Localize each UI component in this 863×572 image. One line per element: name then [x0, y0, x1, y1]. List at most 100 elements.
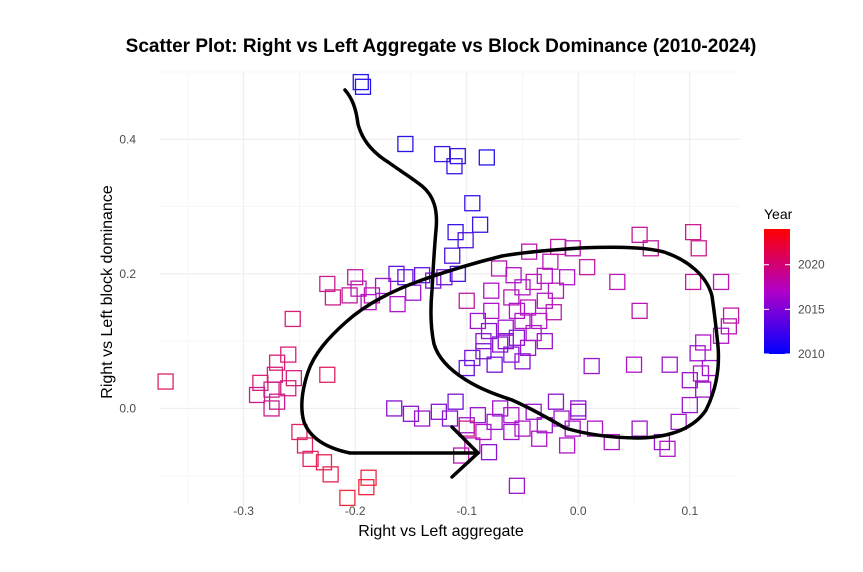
data-point: [547, 282, 565, 299]
data-point: [457, 232, 474, 249]
data-point: [263, 400, 280, 417]
data-point: [536, 332, 553, 350]
data-point: [322, 466, 339, 483]
data-point: [536, 267, 553, 285]
data-point: [458, 420, 475, 437]
data-point: [542, 253, 559, 270]
data-point: [446, 158, 463, 175]
data-point: [497, 332, 514, 350]
data-point: [285, 370, 302, 387]
y-axis-title: Right vs Left block dominance: [99, 185, 116, 399]
data-point: [388, 265, 405, 283]
data-point: [531, 312, 548, 330]
data-point: [690, 240, 707, 257]
data-point: [447, 393, 464, 410]
data-point: [302, 450, 319, 468]
data-point: [570, 400, 587, 417]
data-point: [413, 267, 431, 284]
data-point: [389, 295, 406, 313]
data-point: [358, 479, 375, 496]
data-point: [547, 393, 565, 410]
data-point: [492, 336, 509, 353]
data-point: [483, 282, 500, 299]
data-point: [284, 310, 301, 328]
data-point: [475, 332, 492, 350]
data-point: [296, 437, 314, 454]
data-point: [659, 440, 676, 457]
data-point: [579, 258, 596, 276]
data-point: [339, 489, 356, 507]
data-point: [514, 279, 531, 296]
data-point: [503, 289, 520, 306]
data-point: [558, 269, 576, 286]
y-tick-label: 0.2: [119, 267, 136, 281]
grid-lines: [160, 71, 740, 506]
chart-title: Scatter Plot: Right vs Left Aggregate vs…: [126, 36, 757, 57]
data-point: [531, 430, 548, 447]
color-legend: Year 2010 2015 2020: [764, 206, 825, 361]
data-point: [464, 195, 481, 212]
legend-tick-label: 2010: [798, 347, 825, 361]
data-point: [402, 405, 420, 422]
legend-ticks: 2010 2015 2020: [764, 258, 825, 361]
data-point: [625, 356, 643, 373]
data-point: [712, 273, 730, 291]
data-point: [505, 267, 522, 284]
data-point: [352, 73, 369, 91]
data-point: [157, 373, 174, 390]
data-point: [514, 312, 531, 330]
y-tick-label: 0.4: [119, 132, 136, 146]
data-point: [486, 413, 503, 431]
data-point: [483, 302, 500, 320]
data-point: [558, 437, 576, 454]
data-point: [701, 359, 719, 377]
data-point: [441, 410, 459, 427]
data-point: [536, 292, 553, 309]
data-point: [508, 477, 526, 494]
data-points: [157, 73, 740, 507]
x-axis-title: Right vs Left aggregate: [358, 523, 524, 540]
data-point: [583, 357, 600, 375]
data-point: [449, 147, 466, 165]
data-point: [324, 289, 342, 306]
data-point: [681, 396, 698, 414]
data-point: [319, 366, 336, 383]
data-point: [603, 433, 620, 451]
data-point: [478, 149, 495, 166]
data-point: [436, 269, 453, 286]
data-point: [405, 284, 422, 301]
data-point: [347, 269, 364, 286]
data-point: [280, 380, 297, 397]
data-point: [685, 273, 702, 291]
data-point: [469, 312, 487, 330]
data-point: [545, 304, 562, 321]
x-axis-ticks: -0.3 -0.2 -0.1 0.0 0.1: [233, 504, 698, 518]
data-point: [475, 343, 492, 360]
data-point: [525, 403, 542, 420]
data-point: [685, 223, 702, 241]
x-tick-label: 0.0: [570, 504, 587, 518]
data-point: [514, 353, 531, 370]
data-point: [631, 226, 648, 243]
x-tick-label: -0.1: [456, 504, 477, 518]
data-point: [689, 345, 706, 362]
data-point: [695, 381, 712, 398]
data-point: [519, 299, 537, 316]
data-point: [503, 407, 520, 424]
data-point: [386, 400, 403, 417]
data-point: [430, 403, 447, 420]
data-point: [397, 135, 414, 153]
data-point: [444, 247, 461, 264]
x-tick-label: -0.2: [345, 504, 366, 518]
data-point: [248, 386, 266, 404]
data-point: [692, 365, 710, 382]
y-tick-label: 0.0: [119, 401, 136, 415]
data-point: [712, 327, 730, 344]
data-point: [486, 356, 503, 373]
data-point: [413, 410, 431, 427]
data-point: [508, 302, 526, 320]
data-point: [681, 372, 698, 389]
data-point: [280, 346, 297, 363]
data-point: [503, 346, 520, 363]
